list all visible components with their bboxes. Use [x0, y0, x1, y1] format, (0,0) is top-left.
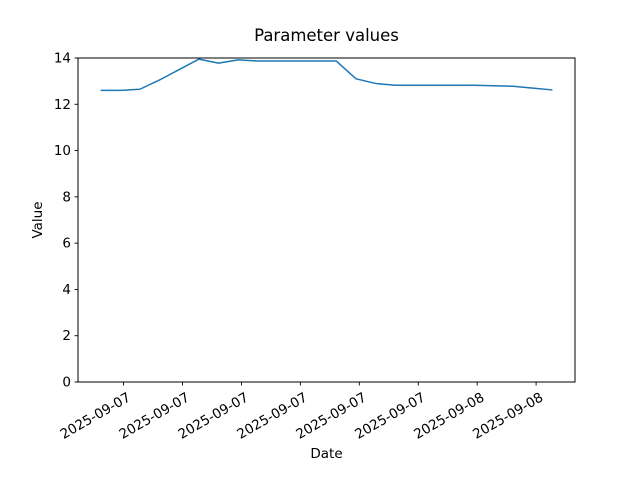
- y-tick-label: 12: [54, 97, 71, 113]
- y-tick-label: 10: [54, 143, 71, 159]
- y-tick-label: 6: [62, 236, 71, 252]
- y-tick-label: 4: [62, 282, 71, 298]
- y-tick-label: 0: [62, 375, 71, 391]
- x-axis-label: Date: [310, 446, 343, 462]
- chart-title: Parameter values: [254, 26, 399, 45]
- y-tick-label: 2: [62, 328, 71, 344]
- axes-frame: [77, 57, 576, 383]
- y-tick-label: 8: [62, 189, 71, 205]
- data-line-parameter-values: [100, 58, 553, 92]
- y-tick-label: 14: [54, 51, 71, 67]
